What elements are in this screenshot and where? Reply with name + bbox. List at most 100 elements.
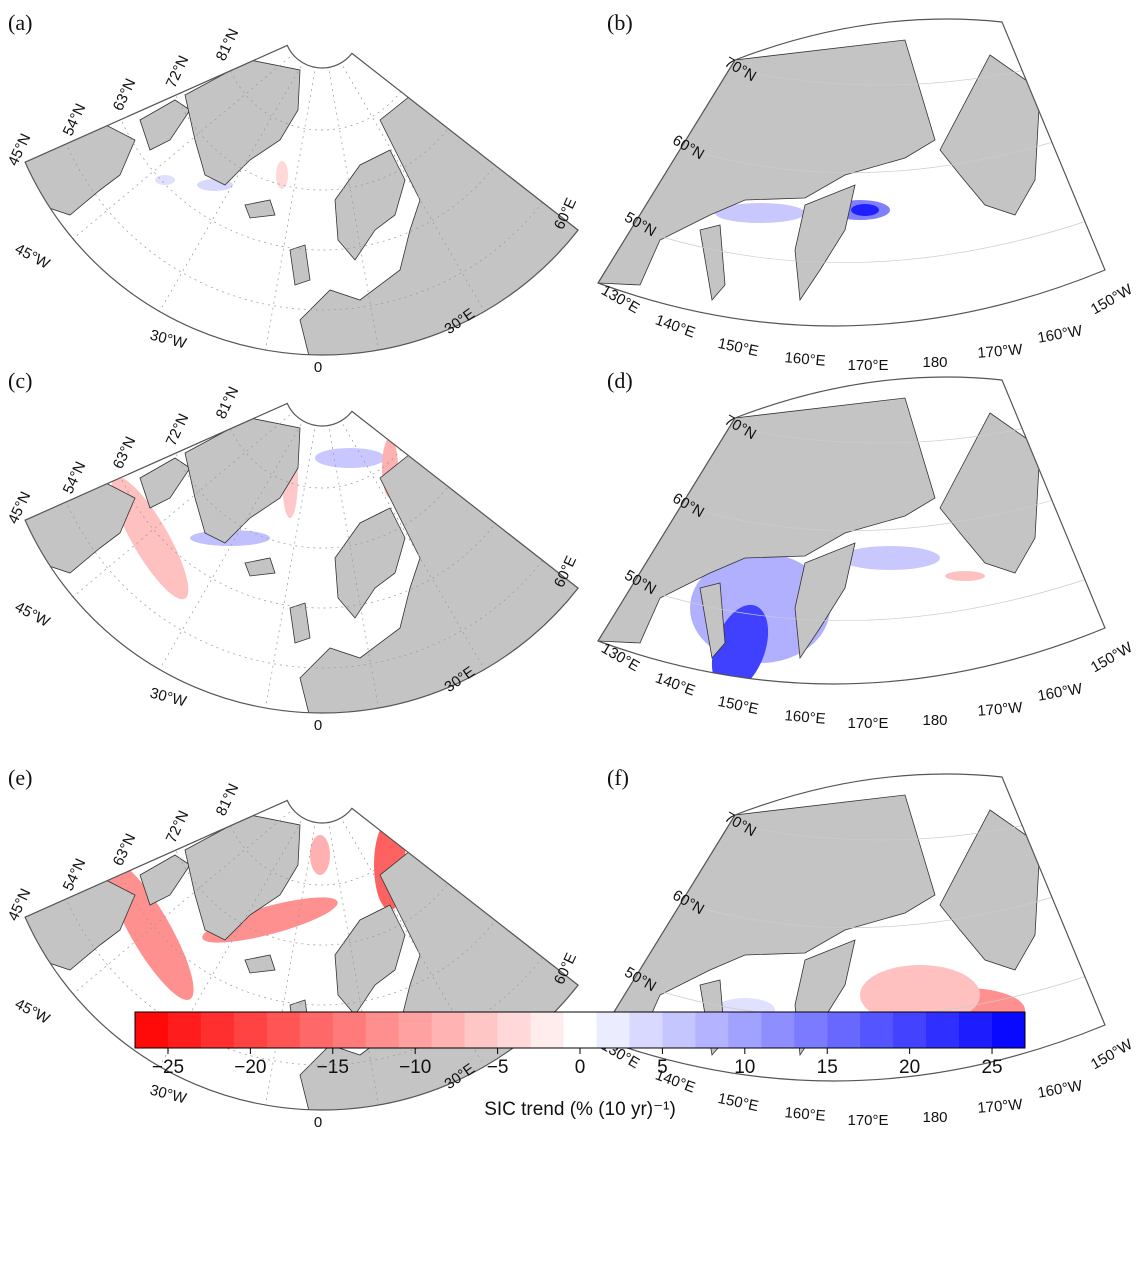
colorbar-tick-label: −25 [152,1057,184,1078]
colorbar-cell [662,1012,695,1048]
longitude-label: 140°E [653,311,697,341]
colorbar-cell [531,1012,564,1048]
latitude-label: 63°N [110,831,140,869]
longitude-label: 160°E [784,707,826,728]
colorbar-tick-label: −20 [234,1057,266,1078]
latitude-label: 81°N [213,781,243,819]
latitude-label: 54°N [60,459,90,497]
colorbar-cell [300,1012,333,1048]
panel-label: (b) [607,10,633,35]
longitude-label: 30°W [148,1082,189,1108]
longitude-label: 60°E [551,195,580,232]
longitude-label: 160°E [784,349,826,370]
longitude-label: 160°W [1036,322,1084,347]
longitude-label: 45°W [12,598,53,631]
longitude-label: 45°W [12,995,53,1028]
latitude-label: 63°N [110,434,140,472]
latitude-label: 54°N [60,856,90,894]
longitude-label: 150°W [1088,638,1136,676]
trend-patch [315,448,385,468]
latitude-label: 72°N [163,808,193,846]
longitude-label: 170°E [847,715,888,732]
colorbar-cell [201,1012,234,1048]
trend-patch [945,571,985,581]
longitude-label: 170°E [847,1112,888,1129]
colorbar-cell [596,1012,629,1048]
longitude-label: 170°E [847,357,888,374]
longitude-label: 180 [922,712,947,729]
trend-patch [276,161,288,189]
latitude-label: 72°N [163,53,193,91]
longitude-label: 140°E [653,669,697,699]
trend-patch [155,175,175,185]
colorbar-cell [761,1012,794,1048]
latitude-label: 72°N [163,411,193,449]
longitude-label: 160°W [1036,680,1084,705]
longitude-label: 0 [314,717,322,734]
longitude-label: 0 [314,1114,322,1131]
longitude-label: 0 [314,359,322,376]
colorbar-tick-label: −10 [399,1057,431,1078]
colorbar-cell [827,1012,860,1048]
colorbar-tick-label: 15 [817,1057,838,1078]
colorbar-tick-label: 5 [657,1057,668,1078]
colorbar-cell [992,1012,1025,1048]
panel-label: (d) [607,368,633,393]
figure: 45°N54°N63°N72°N81°N45°W30°W030°E60°E(a)… [0,0,1143,1277]
colorbar-cell [498,1012,531,1048]
latitude-label: 81°N [213,384,243,422]
longitude-label: 180 [922,354,947,371]
longitude-label: 160°E [784,1104,826,1125]
colorbar-cell [794,1012,827,1048]
colorbar-cell [926,1012,959,1048]
colorbar-cell [333,1012,366,1048]
colorbar-tick-label: −5 [487,1057,509,1078]
latitude-label: 63°N [110,76,140,114]
colorbar-cell [465,1012,498,1048]
longitude-label: 150°E [716,335,760,360]
colorbar-cell [267,1012,300,1048]
trend-patch [310,835,330,875]
panel-label: (a) [8,10,32,35]
colorbar-cell [564,1012,597,1048]
trend-patch [840,546,940,570]
colorbar-cell [168,1012,201,1048]
colorbar-cell [399,1012,432,1048]
longitude-label: 60°E [551,553,580,590]
longitude-label: 60°E [551,950,580,987]
latitude-label: 81°N [213,26,243,64]
colorbar-cell [860,1012,893,1048]
colorbar-cell [432,1012,465,1048]
panel-label: (f) [607,765,629,790]
latitude-label: 54°N [60,101,90,139]
map-panel: 45°N54°N63°N72°N81°N45°W30°W030°E60°E [0,0,602,376]
longitude-label: 30°W [148,685,189,711]
colorbar-cell [959,1012,992,1048]
panel-label: (e) [8,765,32,790]
colorbar-cell [695,1012,728,1048]
colorbar-cell [366,1012,399,1048]
colorbar-cell [728,1012,761,1048]
longitude-label: 150°E [716,693,760,718]
longitude-label: 30°W [148,327,189,353]
colorbar-tick-label: 0 [575,1057,586,1078]
longitude-label: 45°W [12,240,53,273]
longitude-label: 150°W [1088,280,1136,318]
colorbar-tick-label: 10 [734,1057,755,1078]
longitude-label: 150°W [1088,1035,1136,1073]
longitude-label: 170°W [977,1096,1024,1117]
longitude-label: 180 [922,1109,947,1126]
trend-patch [851,204,879,216]
longitude-label: 170°W [977,341,1024,362]
colorbar-tick-label: −15 [317,1057,349,1078]
longitude-label: 150°E [716,1090,760,1115]
panel-label: (c) [8,368,32,393]
longitude-label: 170°W [977,699,1024,720]
colorbar-tick-label: 25 [981,1057,1002,1078]
colorbar-label: SIC trend (% (10 yr)⁻¹) [484,1099,676,1120]
colorbar-cell [234,1012,267,1048]
colorbar-cell [893,1012,926,1048]
